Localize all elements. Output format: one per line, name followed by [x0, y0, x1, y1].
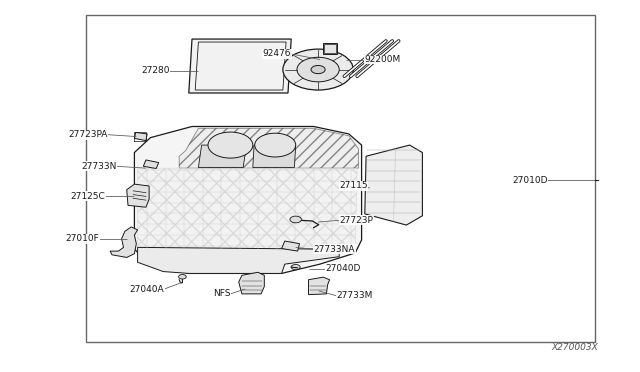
- Text: 27040A: 27040A: [130, 285, 164, 294]
- Text: 27733N: 27733N: [81, 162, 116, 171]
- Circle shape: [208, 132, 253, 158]
- Text: 27280: 27280: [141, 66, 170, 75]
- Polygon shape: [134, 126, 362, 273]
- Polygon shape: [127, 184, 149, 207]
- Text: 27723P: 27723P: [339, 216, 373, 225]
- Circle shape: [297, 57, 339, 82]
- Circle shape: [311, 65, 325, 74]
- Polygon shape: [365, 145, 422, 225]
- Polygon shape: [282, 241, 300, 251]
- Text: 27733M: 27733M: [336, 291, 372, 300]
- Text: 27125C: 27125C: [71, 192, 106, 201]
- Text: 27723PA: 27723PA: [68, 130, 108, 139]
- Polygon shape: [134, 132, 147, 141]
- Polygon shape: [179, 128, 358, 168]
- Bar: [324, 44, 336, 53]
- Polygon shape: [253, 145, 296, 167]
- Circle shape: [255, 133, 296, 157]
- Polygon shape: [138, 247, 339, 273]
- Bar: [323, 43, 337, 54]
- Circle shape: [291, 264, 300, 270]
- Circle shape: [179, 275, 186, 279]
- Circle shape: [283, 49, 353, 90]
- Polygon shape: [138, 168, 357, 251]
- Polygon shape: [143, 160, 159, 169]
- Polygon shape: [198, 145, 246, 167]
- Text: X270003X: X270003X: [552, 343, 598, 352]
- Text: 27115: 27115: [339, 182, 368, 190]
- Text: NFS: NFS: [213, 289, 230, 298]
- Text: 27040D: 27040D: [325, 264, 360, 273]
- Polygon shape: [308, 277, 330, 295]
- Polygon shape: [110, 227, 138, 257]
- Circle shape: [290, 216, 301, 223]
- Polygon shape: [189, 39, 291, 93]
- Text: 27010F: 27010F: [65, 234, 99, 243]
- Text: 27733NA: 27733NA: [314, 245, 355, 254]
- Text: 27010D: 27010D: [512, 176, 547, 185]
- Text: 92476: 92476: [262, 49, 291, 58]
- Text: 92200M: 92200M: [365, 55, 401, 64]
- Polygon shape: [239, 272, 264, 294]
- Bar: [86, 15, 595, 342]
